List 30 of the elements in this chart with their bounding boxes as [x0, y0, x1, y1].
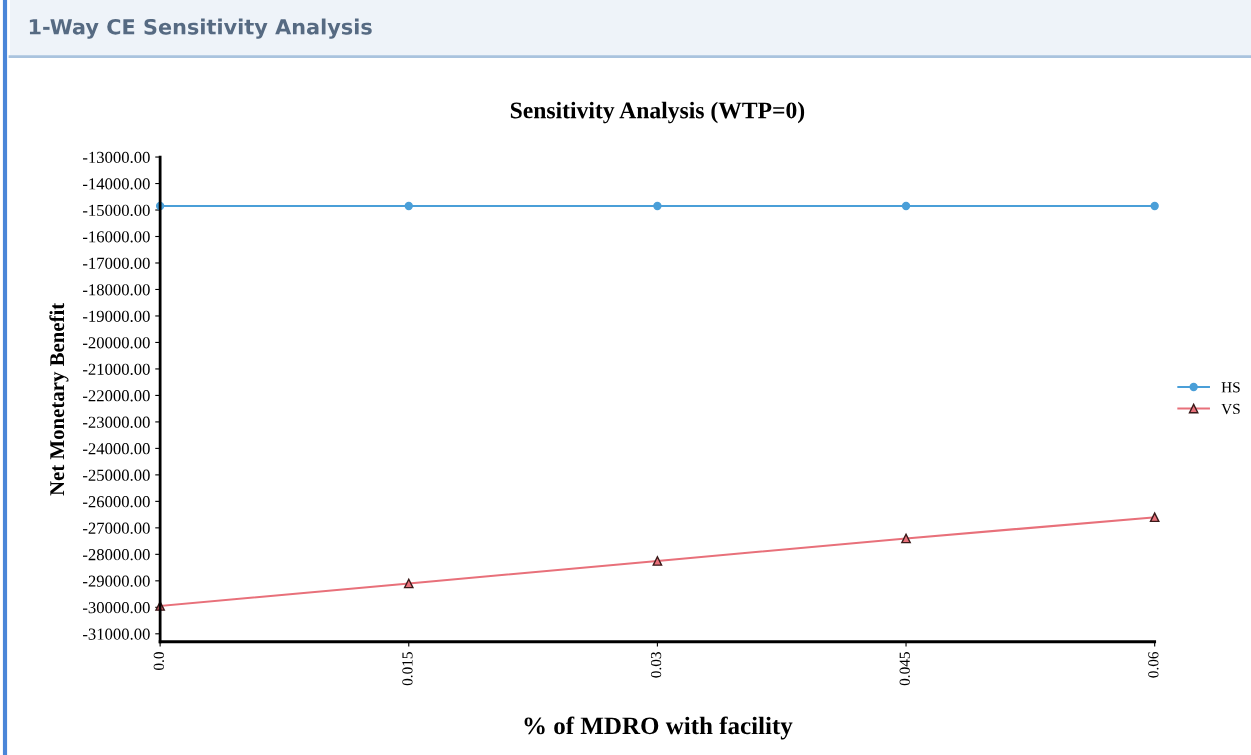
chart-title: Sensitivity Analysis (WTP=0) — [510, 101, 805, 124]
y-tick-label: -13000.00 — [82, 151, 150, 164]
legend-label: HS — [1221, 382, 1240, 393]
y-tick-label: -23000.00 — [82, 416, 150, 428]
y-tick-label: -17000.00 — [82, 257, 150, 270]
text: 1-Way CE Sensitivity Analysis — [29, 18, 372, 39]
y-tick-label: -14000.00 — [82, 178, 150, 190]
y-tick-label: -16000.00 — [82, 231, 150, 243]
y-tick-label: -20000.00 — [82, 337, 150, 349]
x-tick-label: 0.03 — [650, 652, 662, 678]
x-tick-label: 0.06 — [1148, 651, 1159, 678]
y-tick-label: -24000.00 — [82, 443, 150, 455]
y-tick-label: -27000.00 — [82, 522, 150, 534]
y-tick-label: -18000.00 — [82, 284, 150, 296]
y-tick-label: -28000.00 — [82, 549, 150, 561]
x-axis-title: % of MDRO with facility — [524, 716, 793, 740]
y-tick-label: -19000.00 — [82, 310, 150, 322]
y-tick-label: -31000.00 — [82, 628, 150, 640]
y-tick-label: -22000.00 — [82, 390, 150, 402]
y-axis-title: Net Monetary Benefit — [49, 302, 69, 496]
x-tick-label: 0.0 — [153, 652, 165, 670]
y-tick-label: -29000.00 — [82, 575, 150, 587]
y-tick-label: -15000.00 — [82, 204, 150, 217]
y-tick-label: -26000.00 — [82, 496, 150, 508]
legend-label: VS — [1221, 403, 1240, 415]
x-tick-label: 0.045 — [899, 652, 910, 686]
x-tick-label: 0.015 — [402, 652, 413, 686]
y-tick-label: -30000.00 — [82, 602, 150, 614]
y-tick-label: -25000.00 — [82, 469, 150, 481]
y-tick-label: -21000.00 — [82, 363, 150, 375]
